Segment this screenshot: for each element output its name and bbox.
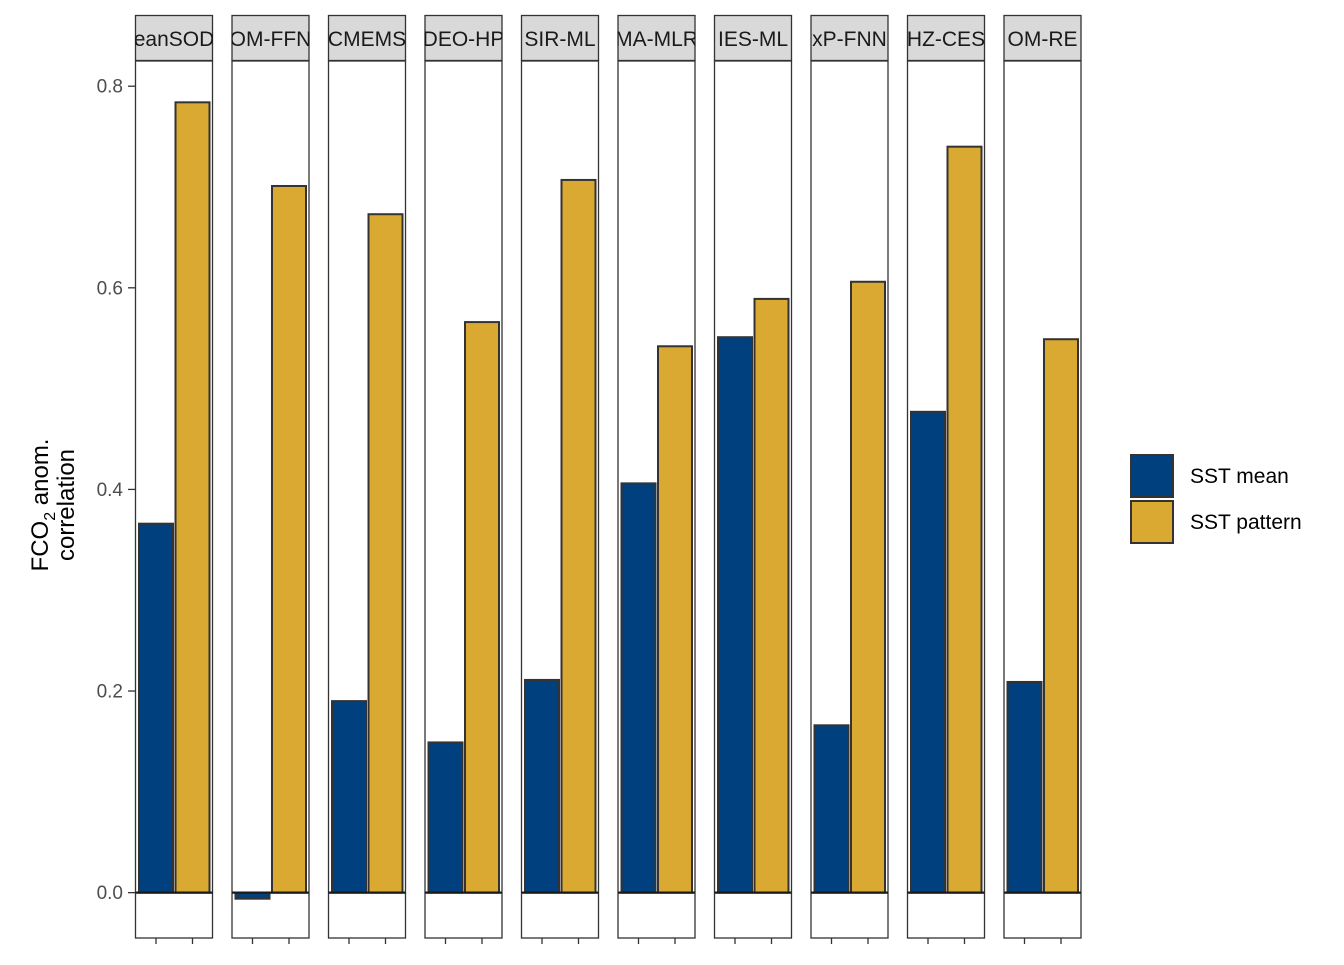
facet-strip (617, 14, 696, 62)
facet-panel: SIR-ML (520, 14, 600, 944)
facet-strip-label: CMEMS (328, 28, 406, 51)
bar-sst-mean (427, 741, 464, 894)
legend-key-sst-pattern (1130, 500, 1174, 544)
facet-strip (713, 14, 793, 62)
facet-panel: CMEMS (327, 14, 407, 944)
facet-panel: OM-FFN (230, 14, 312, 944)
facet-strip-label: IES-ML (718, 28, 788, 51)
bar-sst-mean (813, 724, 850, 894)
facet-strip-label: HZ-CES (907, 28, 985, 51)
y-axis-title-line2: correlation (53, 449, 80, 561)
facet-strip (231, 14, 310, 62)
y-tick-label: 0.2 (97, 682, 123, 703)
facet-panel: IES-ML (713, 14, 793, 944)
facet-strip (134, 14, 214, 62)
bar-sst-pattern (271, 184, 307, 894)
facet-strip (810, 14, 889, 62)
bar-sst-mean (1006, 680, 1043, 894)
bar-sst-mean (331, 700, 367, 894)
bar-sst-pattern (1043, 338, 1079, 894)
y-tick-label: 0.4 (97, 480, 124, 501)
facet-strip-label: SIR-ML (524, 28, 595, 51)
bar-sst-pattern (367, 213, 404, 894)
legend-label-sst-mean: SST mean (1190, 465, 1289, 488)
facet-strip-label: xP-FNN (812, 28, 887, 51)
facet-strip (327, 14, 407, 62)
facet-panel: xP-FNN (810, 14, 889, 944)
facet-strip (906, 14, 986, 62)
bar-sst-pattern (850, 280, 886, 894)
facet-panel: DEO-HP (423, 14, 505, 944)
facet-panel: MA-MLR (615, 14, 698, 944)
y-tick-label: 0.6 (97, 278, 123, 299)
facet-panel: eanSOD (134, 14, 215, 944)
bar-sst-pattern (657, 345, 693, 894)
y-tick-label: 0.0 (97, 883, 123, 904)
facet-strip-label: OM-RE (1008, 28, 1078, 51)
bar-sst-mean (717, 336, 753, 894)
bar-sst-pattern (560, 178, 597, 894)
facet-strip (1003, 14, 1082, 62)
bar-sst-pattern (753, 297, 790, 894)
legend-key-sst-mean (1130, 454, 1174, 498)
bar-sst-mean (620, 482, 657, 894)
facet-panel: OM-RE (1003, 14, 1082, 944)
legend: SST mean SST pattern (1130, 454, 1302, 544)
y-axis-title-line1: FCO2 anom. (27, 439, 59, 572)
facet-strip-label: OM-FFN (230, 28, 312, 51)
bar-sst-mean (524, 678, 560, 894)
y-tick-label: 0.8 (97, 77, 123, 98)
y-axis-title: FCO2 anom. correlation (27, 439, 80, 572)
legend-label-sst-pattern: SST pattern (1190, 511, 1302, 534)
facet-strip (520, 14, 600, 62)
facet-strip-label: DEO-HP (423, 28, 505, 51)
bar-sst-mean (138, 522, 174, 894)
bar-sst-mean (910, 410, 946, 894)
facet-panel: HZ-CES (906, 14, 986, 944)
facet-strip-label: eanSOD (134, 28, 215, 51)
bar-sst-pattern (464, 321, 500, 894)
bar-sst-pattern (946, 145, 983, 894)
facet-strip-label: MA-MLR (615, 28, 698, 51)
bar-sst-pattern (174, 101, 211, 894)
